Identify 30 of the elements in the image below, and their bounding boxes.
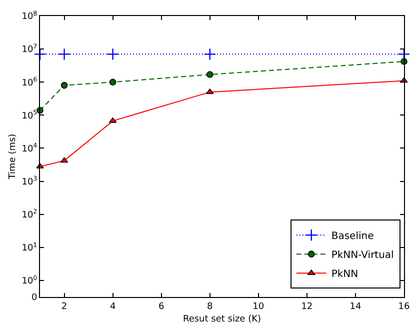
- legend-label: PkNN: [331, 268, 358, 280]
- legend-label: Baseline: [331, 230, 374, 242]
- y-tick-label: 10$^{1}$: [22, 242, 38, 254]
- x-tick-label: 10: [252, 302, 264, 312]
- x-tick-label: 8: [207, 302, 214, 312]
- x-axis-title: Resut set size (K): [182, 314, 262, 325]
- y-tick-label: 10$^{4}$: [22, 142, 38, 154]
- x-tick-label: 16: [398, 302, 410, 312]
- y-tick-label: 10$^{8}$: [22, 10, 38, 22]
- y-tick-label: 10$^{6}$: [22, 76, 38, 88]
- x-tick-label: 2: [61, 302, 68, 312]
- x-tick-label: 12: [301, 302, 313, 312]
- point: [206, 71, 214, 78]
- y-tick-label: 10$^{5}$: [22, 110, 38, 122]
- x-tick-label: 6: [158, 302, 164, 312]
- y-tick-label: 10$^{7}$: [22, 43, 38, 56]
- y-axis-title: Time (ms): [8, 134, 18, 180]
- point: [60, 82, 68, 89]
- y-tick-label: 0: [31, 293, 38, 304]
- point: [109, 78, 116, 86]
- legend-label: PkNN-Virtual: [331, 250, 394, 261]
- x-tick-label: 4: [110, 302, 116, 312]
- y-tick-label: 10$^{0}$: [22, 274, 38, 287]
- y-tick-label: 10$^{3}$: [22, 176, 38, 188]
- y-tick-label: 10$^{2}$: [22, 208, 38, 220]
- x-tick-label: 14: [350, 302, 362, 312]
- point: [58, 48, 70, 60]
- point: [60, 157, 68, 163]
- point: [204, 48, 216, 60]
- point: [106, 48, 119, 60]
